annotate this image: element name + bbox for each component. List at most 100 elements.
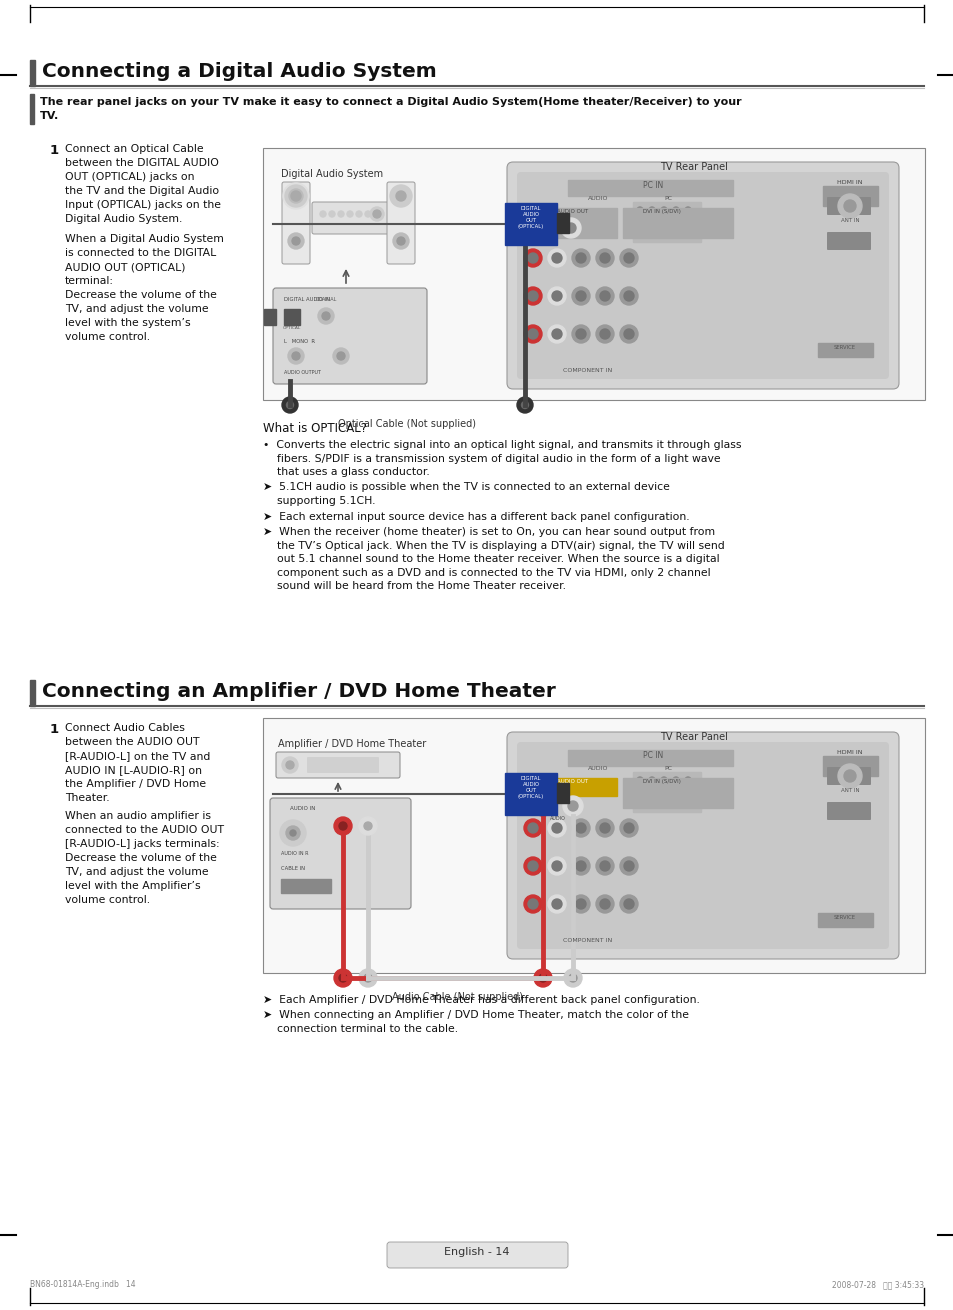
Text: CABLE IN: CABLE IN [281, 866, 305, 871]
FancyBboxPatch shape [826, 802, 870, 820]
Circle shape [572, 249, 589, 267]
Text: AUDIO: AUDIO [587, 196, 608, 200]
Circle shape [599, 861, 609, 871]
Circle shape [286, 761, 294, 769]
Circle shape [365, 211, 371, 217]
Circle shape [283, 183, 309, 210]
Circle shape [660, 777, 666, 783]
Text: DVI IN (S/DVI): DVI IN (S/DVI) [642, 779, 680, 783]
Text: COAXIAL: COAXIAL [315, 297, 337, 303]
Circle shape [837, 764, 862, 789]
Text: •  Converts the electric signal into an optical light signal, and transmits it t: • Converts the electric signal into an o… [263, 440, 740, 477]
Circle shape [337, 211, 344, 217]
Circle shape [552, 861, 561, 871]
Circle shape [547, 325, 565, 343]
Circle shape [619, 287, 638, 305]
Circle shape [672, 787, 679, 793]
Circle shape [547, 249, 565, 267]
Circle shape [843, 770, 855, 782]
Circle shape [552, 899, 561, 909]
Circle shape [684, 787, 690, 793]
Text: AUDIO IN R: AUDIO IN R [281, 852, 308, 855]
Text: When a Digital Audio System
is connected to the DIGITAL
AUDIO OUT (OPTICAL)
term: When a Digital Audio System is connected… [65, 234, 224, 342]
Circle shape [364, 821, 372, 831]
Circle shape [322, 312, 330, 320]
FancyBboxPatch shape [307, 757, 378, 773]
Circle shape [289, 189, 303, 203]
Circle shape [282, 757, 297, 773]
Circle shape [837, 194, 862, 217]
Text: AUDIO: AUDIO [550, 816, 565, 821]
Circle shape [648, 227, 655, 233]
Text: The rear panel jacks on your TV make it easy to connect a Digital Audio System(H: The rear panel jacks on your TV make it … [40, 97, 740, 121]
Circle shape [637, 777, 642, 783]
Bar [504, 203, 557, 245]
Circle shape [547, 287, 565, 305]
Bar [526, 778, 617, 796]
Circle shape [619, 325, 638, 343]
Circle shape [599, 291, 609, 301]
Circle shape [619, 895, 638, 913]
Circle shape [596, 819, 614, 837]
Bar [567, 179, 732, 196]
Bar [817, 913, 872, 927]
Text: AUDIO OUT: AUDIO OUT [557, 779, 588, 783]
Circle shape [637, 227, 642, 233]
Circle shape [596, 249, 614, 267]
FancyBboxPatch shape [826, 766, 870, 785]
Circle shape [338, 821, 347, 831]
Circle shape [523, 857, 541, 875]
Circle shape [619, 819, 638, 837]
Circle shape [599, 899, 609, 909]
Text: What is OPTICAL?: What is OPTICAL? [263, 422, 367, 435]
Bar [281, 879, 331, 893]
Circle shape [572, 287, 589, 305]
Circle shape [527, 253, 537, 263]
Text: 2008-07-28   오후 3:45:33: 2008-07-28 오후 3:45:33 [831, 1280, 923, 1289]
Bar [526, 208, 617, 238]
Circle shape [552, 823, 561, 833]
Circle shape [599, 823, 609, 833]
Circle shape [684, 227, 690, 233]
Circle shape [536, 223, 545, 233]
Circle shape [329, 211, 335, 217]
Bar [557, 783, 568, 803]
Text: Audio Cable (Not supplied): Audio Cable (Not supplied) [392, 992, 523, 1002]
Circle shape [596, 857, 614, 875]
Circle shape [288, 233, 304, 249]
Bar [30, 94, 34, 124]
Circle shape [599, 253, 609, 263]
Circle shape [567, 800, 578, 811]
Circle shape [596, 895, 614, 913]
Circle shape [684, 207, 690, 214]
Text: ➤  When connecting an Amplifier / DVD Home Theater, match the color of the
    c: ➤ When connecting an Amplifier / DVD Hom… [263, 1010, 688, 1034]
FancyBboxPatch shape [263, 718, 924, 973]
Circle shape [684, 217, 690, 223]
Bar [30, 680, 35, 706]
Text: Connecting a Digital Audio System: Connecting a Digital Audio System [42, 62, 436, 81]
Circle shape [619, 857, 638, 875]
Text: AUDIO IN: AUDIO IN [290, 806, 315, 811]
Circle shape [527, 291, 537, 301]
Text: L   MONO  R: L MONO R [284, 339, 314, 345]
Circle shape [648, 777, 655, 783]
Circle shape [334, 817, 352, 834]
Bar [504, 773, 557, 815]
Circle shape [533, 796, 553, 816]
Text: English - 14: English - 14 [444, 1247, 509, 1258]
Circle shape [523, 325, 541, 343]
Circle shape [596, 287, 614, 305]
Circle shape [523, 287, 541, 305]
Text: AUDIO: AUDIO [587, 766, 608, 772]
FancyBboxPatch shape [312, 202, 391, 234]
Circle shape [563, 969, 581, 986]
Circle shape [552, 329, 561, 339]
Text: TV Rear Panel: TV Rear Panel [659, 732, 727, 741]
Circle shape [637, 207, 642, 214]
Bar [633, 772, 700, 812]
Circle shape [560, 217, 580, 238]
Circle shape [672, 777, 679, 783]
Circle shape [576, 291, 585, 301]
Text: Connect Audio Cables
between the AUDIO OUT
[R-AUDIO-L] on the TV and
AUDIO IN [L: Connect Audio Cables between the AUDIO O… [65, 723, 211, 803]
Circle shape [552, 253, 561, 263]
